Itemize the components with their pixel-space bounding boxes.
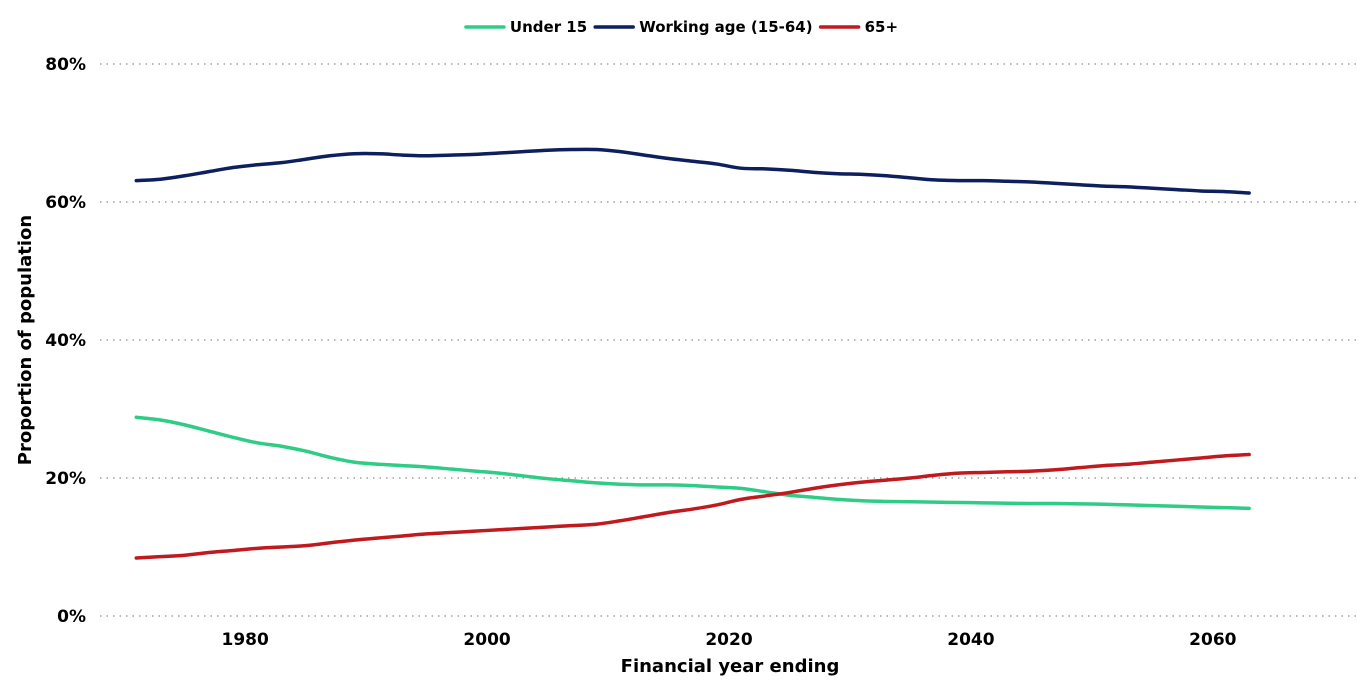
series-line-65 [134, 452, 1251, 560]
series-line-under-15 [134, 415, 1251, 511]
legend: Under 15 Working age (15-64) 65+ [464, 18, 898, 36]
x-tick-label: 2000 [463, 630, 510, 650]
legend-label: Under 15 [510, 18, 587, 36]
y-axis-title: Proportion of population [15, 215, 36, 465]
x-tick-label: 2060 [1189, 630, 1236, 650]
gridlines [100, 63, 1358, 617]
legend-label: 65+ [865, 18, 898, 36]
x-tick-label: 2020 [705, 630, 752, 650]
x-axis-ticks: 1980 2000 2020 2040 2060 [221, 630, 1236, 650]
series-line-working-age-15-64 [134, 147, 1251, 195]
y-tick-label: 40% [45, 331, 86, 351]
y-tick-label: 20% [45, 469, 86, 489]
series-lines [134, 147, 1251, 560]
y-tick-label: 80% [45, 55, 86, 75]
legend-label: Working age (15-64) [639, 18, 812, 36]
y-tick-label: 60% [45, 193, 86, 213]
y-tick-label: 0% [57, 607, 86, 627]
x-tick-label: 1980 [221, 630, 268, 650]
x-tick-label: 2040 [947, 630, 994, 650]
y-axis-ticks: 0% 20% 40% 60% 80% [45, 55, 86, 627]
x-axis-title: Financial year ending [621, 656, 840, 677]
